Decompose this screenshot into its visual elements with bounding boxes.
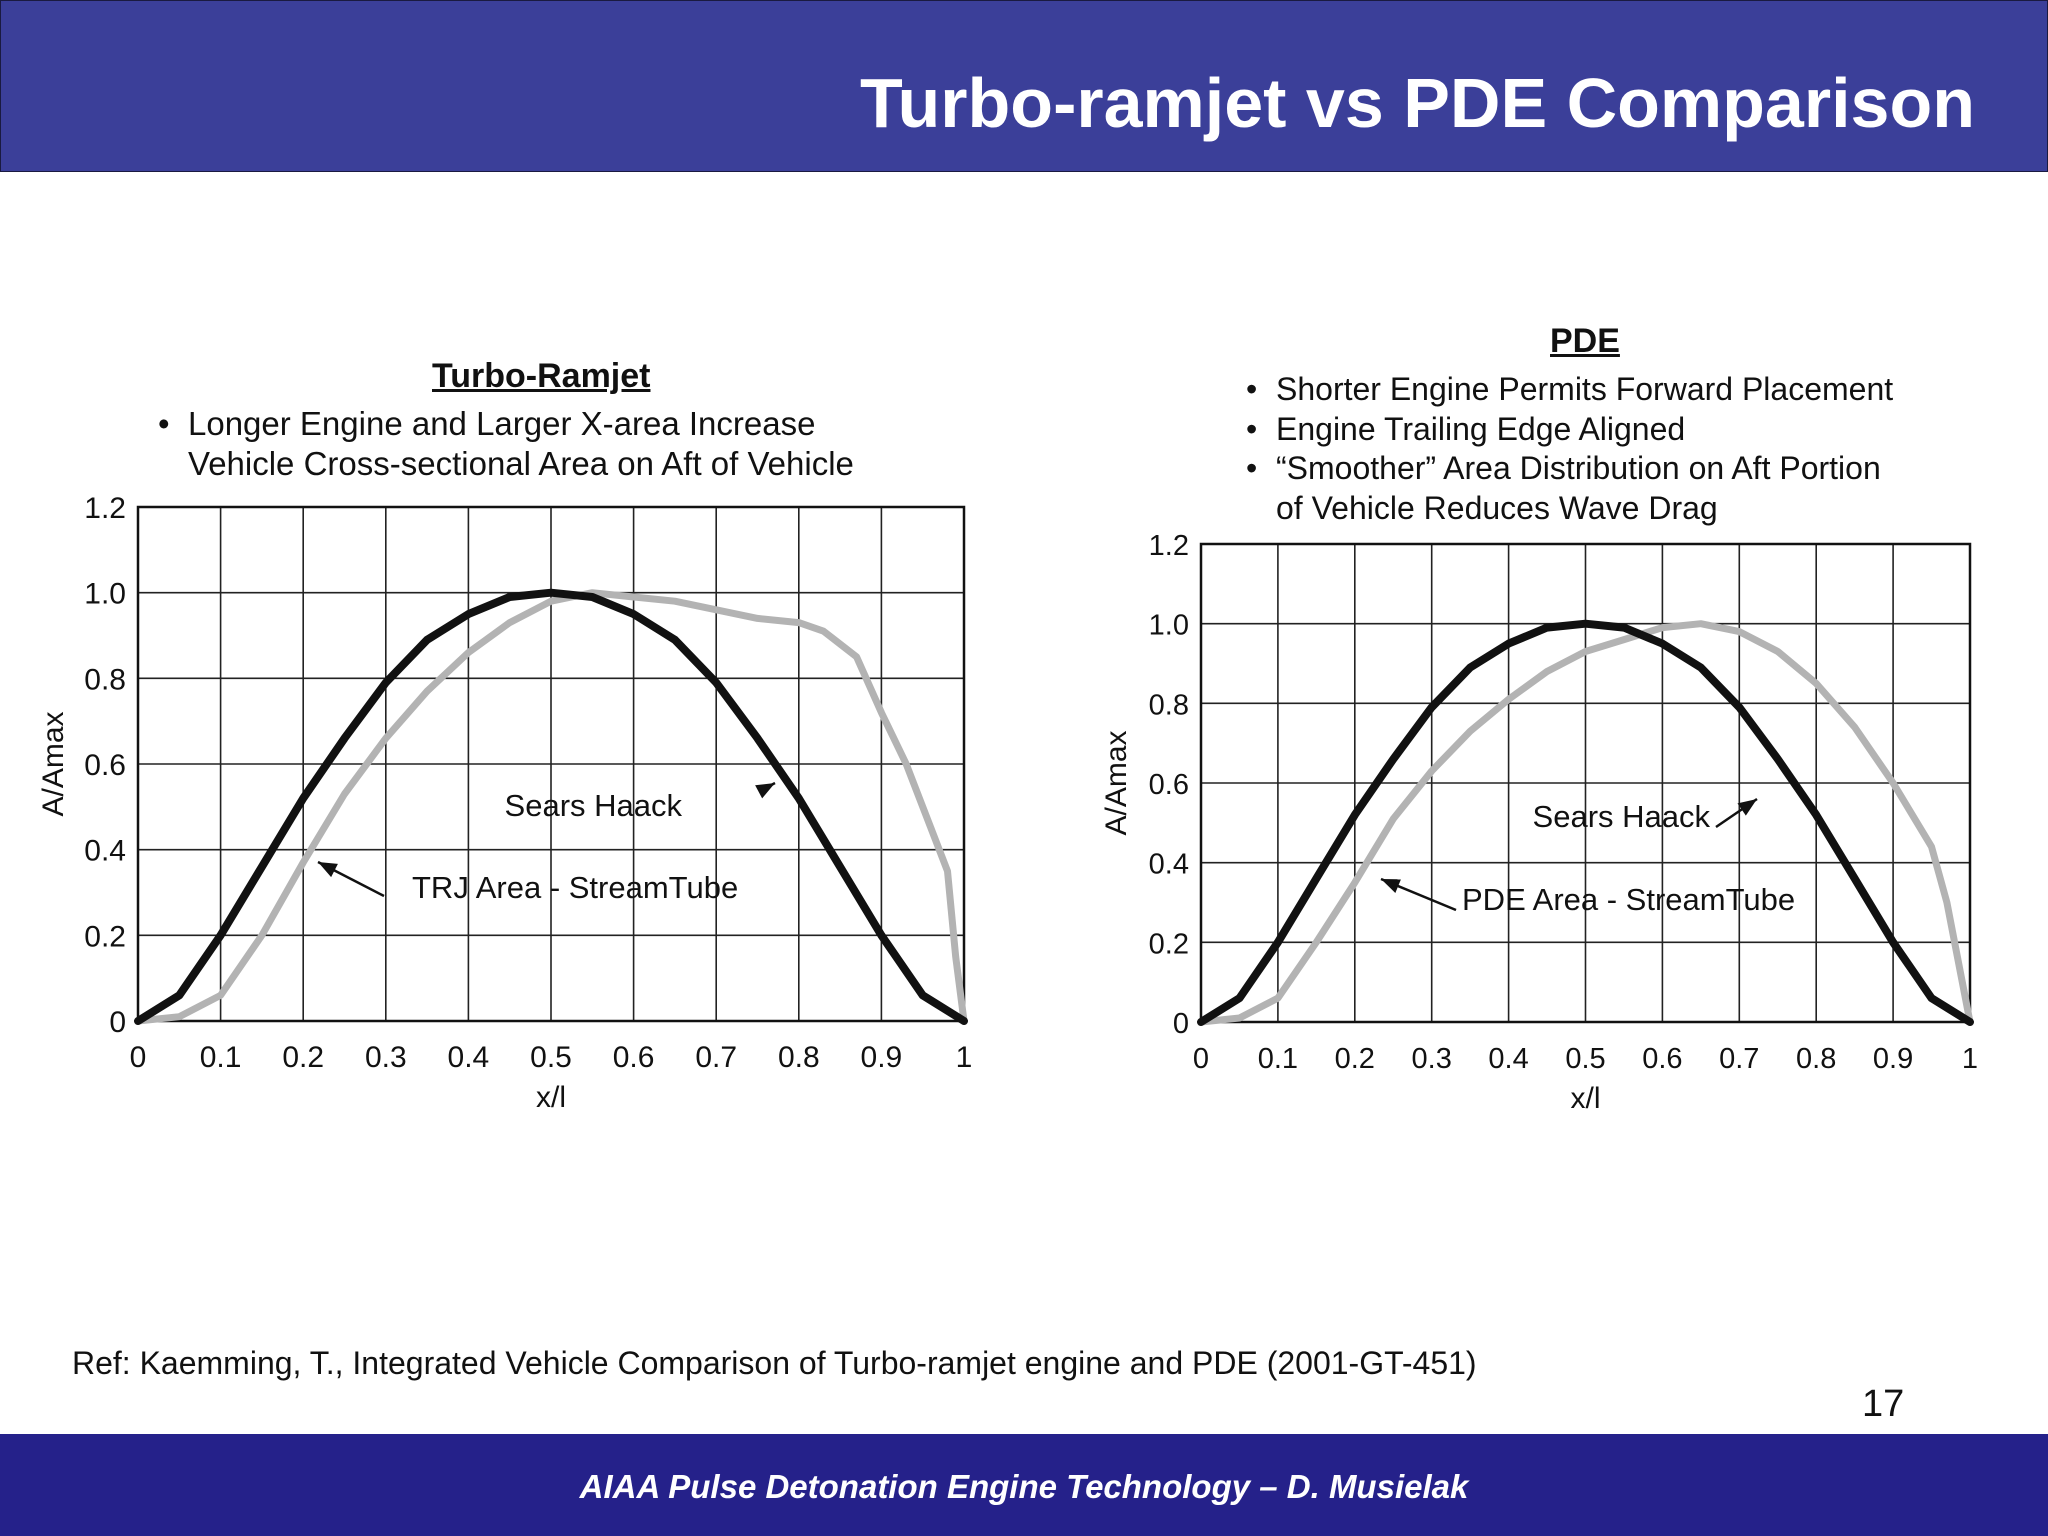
y-tick-label: 0.2 (84, 920, 126, 953)
page-number: 17 (1862, 1383, 1905, 1425)
x-axis-label: x/l (1571, 1082, 1601, 1115)
y-tick-label: 1.2 (84, 492, 126, 525)
slide-header: Turbo-ramjet vs PDE Comparison (0, 0, 2048, 172)
bullet-text: “Smoother” Area Distribution on Aft Port… (1276, 450, 1881, 487)
streamtube-area-line (1197, 620, 1974, 1026)
y-tick-label: 0.8 (84, 663, 126, 696)
x-tick-label: 1 (1962, 1043, 1978, 1075)
annotation-arrow-icon (1381, 879, 1401, 893)
bullet-text: Longer Engine and Larger X-area Increase (188, 405, 816, 442)
annotation-leader (1715, 797, 1758, 829)
x-tick-label: 0.1 (200, 1041, 242, 1074)
plot-frame (136, 505, 966, 1023)
x-tick-label: 0 (130, 1041, 147, 1074)
annotation-arrow-icon (318, 862, 338, 878)
bullet-dot-icon: • (1246, 371, 1258, 407)
x-tick-label: 0.4 (448, 1041, 490, 1074)
annotation-label: PDE Area - StreamTube (1462, 882, 1795, 917)
y-tick-label: 0.6 (84, 749, 126, 782)
bullet-item: • “Smoother” Area Distribution on Aft Por… (1246, 449, 1893, 489)
x-tick-label: 0 (1193, 1043, 1209, 1075)
annotation-arrow-icon (755, 783, 775, 799)
panel-title-turbo-ramjet: Turbo-Ramjet (432, 357, 651, 395)
plot-frame (1199, 542, 1972, 1024)
x-axis-label: x/l (536, 1081, 566, 1114)
y-tick-label: 1.0 (1149, 610, 1189, 642)
bullet-item-continued: Vehicle Cross-sectional Area on Aft of V… (158, 444, 854, 484)
panel-title-pde: PDE (1550, 322, 1620, 360)
annotation-arrow-icon (1737, 799, 1757, 816)
x-tick-label: 0.7 (695, 1041, 737, 1074)
y-tick-label: 0 (1173, 1008, 1189, 1040)
bullet-dot-icon: • (1246, 410, 1258, 447)
x-tick-label: 0.6 (613, 1041, 655, 1074)
bullet-dot-icon: • (1246, 450, 1258, 487)
x-tick-label: 0.7 (1719, 1043, 1759, 1075)
streamtube-area-line (134, 589, 968, 1025)
bullet-dot-icon: • (158, 405, 170, 442)
y-tick-label: 0.4 (1149, 849, 1189, 881)
y-tick-label: 0.6 (1149, 769, 1189, 801)
x-tick-label: 0.9 (1873, 1043, 1913, 1075)
bullet-text: Engine Trailing Edge Aligned (1276, 410, 1686, 447)
turbo-ramjet-bullets: • Longer Engine and Larger X-area Increas… (158, 404, 854, 485)
bullet-text: Shorter Engine Permits Forward Placement (1276, 371, 1894, 407)
footer-text: AIAA Pulse Detonation Engine Technology … (579, 1468, 1469, 1505)
y-tick-label: 1.0 (84, 578, 126, 611)
annotation-leader (317, 860, 385, 898)
y-axis-label: A/Amax (1100, 730, 1133, 835)
x-tick-label: 0.2 (1335, 1043, 1375, 1075)
x-tick-label: 0.4 (1488, 1043, 1528, 1075)
annotation-label: Sears Haack (1533, 799, 1711, 834)
slide-footer: AIAA Pulse Detonation Engine Technology … (0, 1434, 2048, 1536)
y-axis-label: A/Amax (37, 711, 70, 816)
x-tick-label: 0.8 (778, 1041, 820, 1074)
pde-bullets: • Shorter Engine Permits Forward Placemen… (1246, 370, 1893, 529)
bullet-item: • Shorter Engine Permits Forward Placemen… (1246, 370, 1893, 410)
x-tick-label: 0.3 (365, 1041, 407, 1074)
x-tick-label: 0.3 (1412, 1043, 1452, 1075)
y-tick-label: 0.2 (1149, 928, 1189, 960)
x-tick-label: 0.6 (1642, 1043, 1682, 1075)
annotation-leader (1380, 877, 1457, 912)
annotation-label: Sears Haack (505, 788, 683, 823)
x-tick-label: 0.1 (1258, 1043, 1298, 1075)
sears-haack-line (134, 588, 968, 1025)
y-tick-label: 0.8 (1149, 689, 1189, 721)
bullet-text: Vehicle Cross-sectional Area on Aft of V… (188, 445, 854, 483)
bullet-item: • Longer Engine and Larger X-area Increas… (158, 404, 854, 444)
bullet-item: • Engine Trailing Edge Aligned (1246, 410, 1893, 450)
y-tick-label: 0.4 (84, 835, 126, 868)
x-tick-label: 0.9 (861, 1041, 903, 1074)
bullet-item-continued: of Vehicle Reduces Wave Drag (1246, 489, 1893, 529)
reference-citation: Ref: Kaemming, T., Integrated Vehicle Co… (72, 1345, 1477, 1381)
y-tick-label: 1.2 (1149, 530, 1189, 562)
x-tick-label: 0.5 (530, 1041, 572, 1074)
y-tick-label: 0 (109, 1006, 126, 1039)
x-tick-label: 0.5 (1565, 1043, 1605, 1075)
x-tick-label: 1 (956, 1041, 973, 1074)
x-tick-label: 0.8 (1796, 1043, 1836, 1075)
slide-title: Turbo-ramjet vs PDE Comparison (859, 64, 1975, 142)
annotation-leader (761, 781, 776, 792)
sears-haack-line (1197, 619, 1974, 1026)
bullet-text: of Vehicle Reduces Wave Drag (1276, 490, 1718, 527)
x-tick-label: 0.2 (282, 1041, 324, 1074)
annotation-label: TRJ Area - StreamTube (412, 870, 738, 905)
